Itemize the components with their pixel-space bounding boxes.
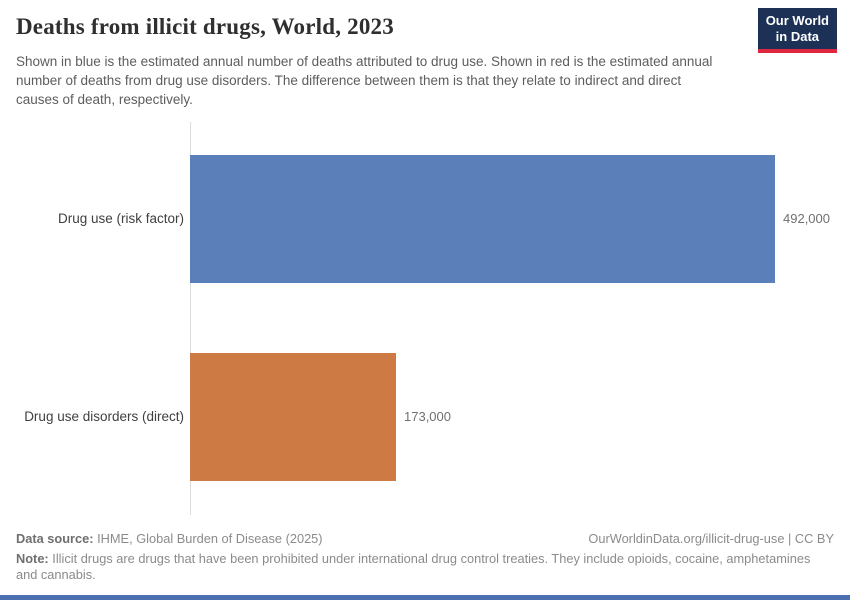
data-source-value: IHME, Global Burden of Disease (2025) (93, 531, 323, 546)
chart-title: Deaths from illicit drugs, World, 2023 (16, 14, 394, 39)
bar-drug-use-risk-factor[interactable] (190, 154, 775, 283)
owid-logo-line1: Our World (765, 13, 829, 28)
value-label: 173,000 (404, 409, 451, 424)
attribution-link[interactable]: OurWorldinData.org/illicit-drug-use | CC… (588, 531, 834, 546)
chart-subtitle: Shown in blue is the estimated annual nu… (16, 54, 713, 107)
owid-logo-line2: in Data (775, 29, 820, 44)
note-label: Note: (16, 551, 49, 566)
bar-row-drug-use-risk-factor: Drug use (risk factor) 492,000 (0, 120, 850, 317)
data-source-label: Data source: (16, 531, 94, 546)
footer-source-row: Data source: IHME, Global Burden of Dise… (16, 531, 834, 547)
owid-logo[interactable]: Our World in Data (757, 8, 837, 53)
bar-chart: Drug use (risk factor) 492,000 Drug use … (0, 120, 850, 515)
data-source-text: Data source: IHME, Global Burden of Dise… (16, 531, 323, 547)
category-label: Drug use (risk factor) (57, 211, 184, 226)
bar-drug-use-disorders[interactable] (190, 352, 396, 481)
bottom-accent-bar (0, 595, 850, 600)
bar-row-drug-use-disorders: Drug use disorders (direct) 173,000 (0, 318, 850, 515)
footer-note: Note: Illicit drugs are drugs that have … (16, 551, 828, 583)
y-axis-line (190, 122, 191, 515)
note-value: Illicit drugs are drugs that have been p… (16, 551, 811, 582)
value-label: 492,000 (783, 211, 830, 226)
category-label: Drug use disorders (direct) (24, 409, 184, 424)
